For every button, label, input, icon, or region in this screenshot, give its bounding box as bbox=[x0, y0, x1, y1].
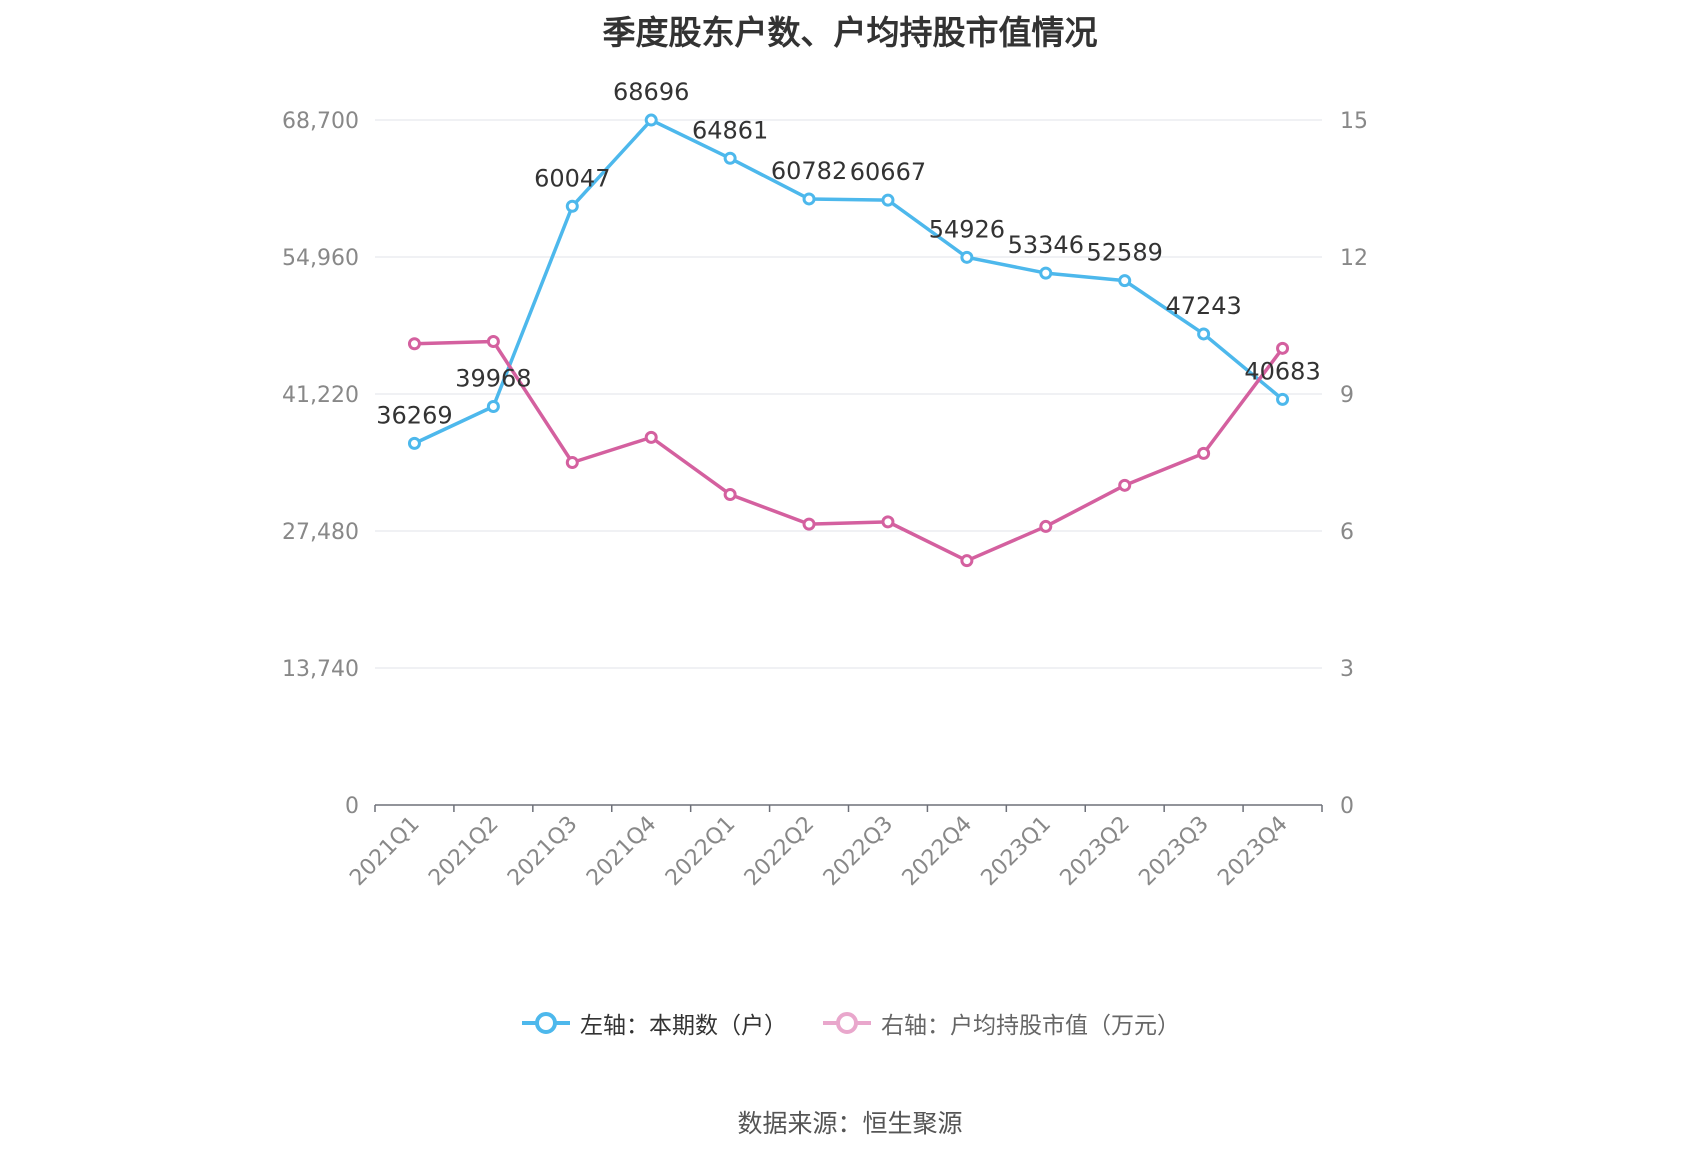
legend-line-icon bbox=[823, 1012, 871, 1034]
data-label: 53346 bbox=[1008, 231, 1084, 259]
data-point bbox=[960, 554, 974, 568]
data-point bbox=[723, 151, 737, 165]
data-label: 68696 bbox=[613, 78, 689, 106]
legend-line-icon bbox=[522, 1012, 570, 1034]
legend-label-households: 左轴：本期数（户） bbox=[580, 1013, 787, 1039]
y-left-tick-label: 68,700 bbox=[282, 109, 359, 134]
data-point bbox=[1276, 341, 1290, 355]
x-tick-label: 2021Q1 bbox=[345, 812, 424, 891]
data-label: 47243 bbox=[1165, 292, 1241, 320]
data-point bbox=[486, 334, 500, 348]
data-point bbox=[565, 199, 579, 213]
x-tick-label: 2022Q3 bbox=[819, 812, 898, 891]
data-point bbox=[1118, 478, 1132, 492]
data-point bbox=[802, 517, 816, 531]
y-right-tick-label: 6 bbox=[1340, 520, 1354, 545]
data-point bbox=[565, 456, 579, 469]
y-left-tick-label: 13,740 bbox=[282, 657, 359, 682]
data-label: 64861 bbox=[692, 116, 768, 144]
line-chart: 0 13,740 27,480 41,220 54,960 68,700 0 3 6 9 12 15 2… bbox=[282, 78, 1368, 891]
y-right-tick-label: 9 bbox=[1340, 383, 1354, 408]
data-label: 39968 bbox=[455, 364, 531, 392]
data-point bbox=[644, 113, 658, 127]
series-lines bbox=[407, 113, 1290, 568]
data-label: 60667 bbox=[850, 158, 926, 186]
data-point bbox=[960, 250, 974, 264]
data-point bbox=[486, 399, 500, 413]
x-tick-label: 2021Q4 bbox=[582, 812, 661, 891]
x-tick-label: 2023Q2 bbox=[1056, 812, 1135, 891]
series-line-avg-value bbox=[414, 339, 1284, 563]
legend: 左轴：本期数（户） 右轴：户均持股市值（万元） bbox=[0, 1006, 1700, 1040]
data-point bbox=[1118, 274, 1132, 288]
data-label: 60782 bbox=[771, 157, 847, 185]
data-point bbox=[802, 192, 816, 206]
data-point bbox=[881, 515, 895, 529]
y-right-tick-label: 15 bbox=[1340, 109, 1368, 134]
legend-label-avg-value: 右轴：户均持股市值（万元） bbox=[881, 1013, 1180, 1039]
series-line-households bbox=[413, 118, 1284, 445]
y-right-tick-label: 3 bbox=[1340, 657, 1354, 682]
axes: 0 13,740 27,480 41,220 54,960 68,700 0 3 6 9 12 15 2… bbox=[282, 109, 1368, 891]
data-label: 52589 bbox=[1087, 239, 1163, 267]
x-tick-label: 2022Q4 bbox=[898, 812, 977, 891]
x-tick-label: 2023Q3 bbox=[1134, 812, 1213, 891]
data-point bbox=[1039, 266, 1053, 280]
data-point bbox=[723, 487, 737, 501]
data-label: 54926 bbox=[929, 215, 1005, 243]
data-point bbox=[1276, 392, 1290, 406]
y-left-tick-label: 27,480 bbox=[282, 520, 359, 545]
grid-lines bbox=[375, 119, 1322, 669]
legend-item-avg-value[interactable]: 右轴：户均持股市值（万元） bbox=[821, 1006, 1180, 1040]
data-point bbox=[644, 430, 658, 444]
x-tick-label: 2022Q2 bbox=[740, 812, 819, 891]
y-left-tick-label: 0 bbox=[345, 794, 359, 819]
data-label: 60047 bbox=[534, 164, 610, 192]
data-point bbox=[1039, 519, 1053, 533]
data-point bbox=[407, 337, 421, 351]
data-point bbox=[407, 436, 421, 450]
data-point bbox=[1197, 446, 1211, 460]
y-right-tick-label: 12 bbox=[1340, 246, 1368, 271]
legend-item-households[interactable]: 左轴：本期数（户） bbox=[520, 1006, 787, 1040]
x-tick-label: 2021Q2 bbox=[424, 812, 503, 891]
data-label: 40683 bbox=[1244, 357, 1320, 385]
x-tick-label: 2023Q4 bbox=[1213, 812, 1292, 891]
data-source: 数据来源：恒生聚源 bbox=[737, 1109, 963, 1138]
chart-title: 季度股东户数、户均持股市值情况 bbox=[602, 13, 1098, 52]
data-point bbox=[881, 193, 895, 207]
data-point bbox=[1197, 327, 1211, 341]
y-left-tick-label: 54,960 bbox=[282, 246, 359, 271]
x-tick-label: 2022Q1 bbox=[661, 812, 740, 891]
y-left-tick-label: 41,220 bbox=[282, 383, 359, 408]
x-tick-label: 2021Q3 bbox=[503, 812, 582, 891]
data-label: 36269 bbox=[376, 401, 452, 429]
y-right-tick-label: 0 bbox=[1340, 794, 1354, 819]
x-tick-label: 2023Q1 bbox=[977, 812, 1056, 891]
